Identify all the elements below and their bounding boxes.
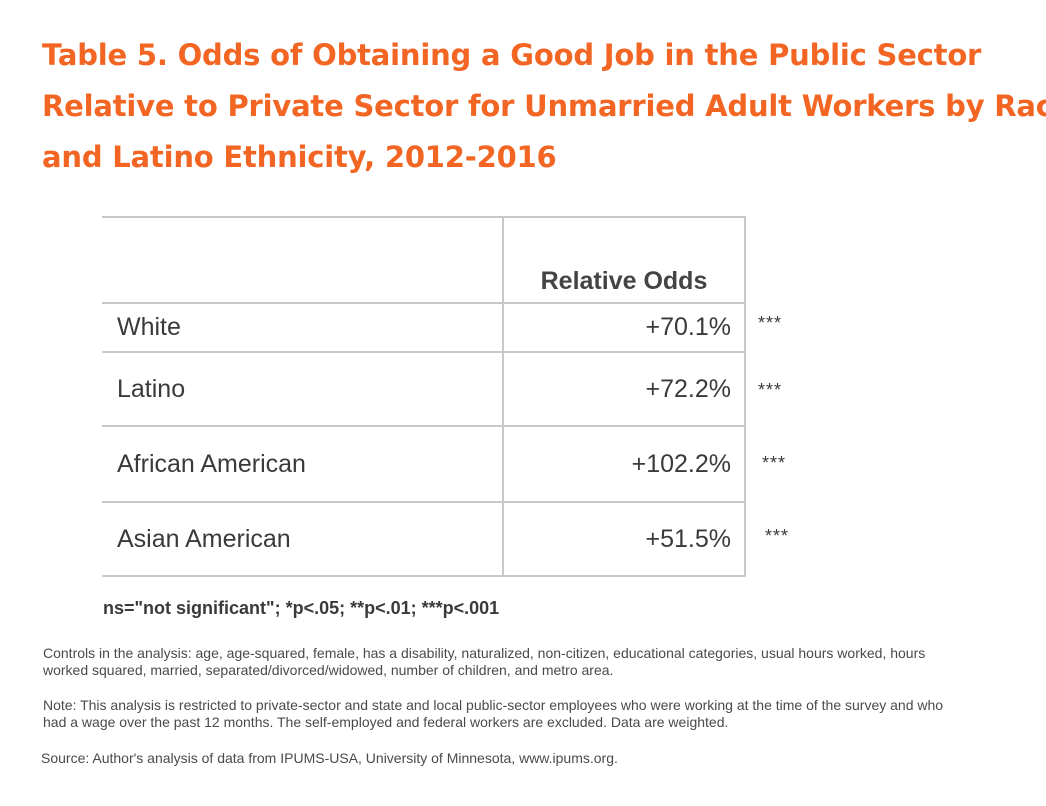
table-title-line-2: Relative to Private Sector for Unmarried… (42, 89, 1046, 123)
row-value: +70.1% (502, 302, 746, 353)
restriction-note: Note: This analysis is restricted to pri… (43, 697, 944, 730)
table-row: African American +102.2% (103, 425, 746, 503)
table-title-line-1: Table 5. Odds of Obtaining a Good Job in… (42, 38, 982, 72)
row-value: +72.2% (502, 351, 746, 427)
row-value: +51.5% (502, 501, 746, 577)
row-label: Latino (103, 351, 504, 427)
table-row: Asian American +51.5% (103, 501, 746, 577)
significance-marker: *** (762, 453, 787, 473)
header-relative-odds: Relative Odds (502, 216, 746, 304)
significance-marker: *** (758, 380, 783, 400)
significance-marker: *** (765, 526, 790, 546)
table-title-line-3: and Latino Ethnicity, 2012-2016 (42, 140, 557, 174)
row-value: +102.2% (502, 425, 746, 503)
significance-legend: ns="not significant"; *p<.05; **p<.01; *… (103, 598, 500, 618)
table-title: Table 5. Odds of Obtaining a Good Job in… (42, 30, 1046, 183)
row-label: African American (103, 425, 504, 503)
row-label: Asian American (103, 501, 504, 577)
table-header-row: Relative Odds (103, 216, 746, 304)
source-note: Source: Author's analysis of data from I… (41, 750, 618, 766)
row-label: White (103, 302, 504, 353)
header-blank-cell (103, 216, 504, 304)
table-row: Latino +72.2% (103, 351, 746, 427)
table-row: White +70.1% (103, 302, 746, 353)
controls-note: Controls in the analysis: age, age-squar… (43, 645, 926, 678)
odds-table-container: Relative Odds White +70.1% Latino +72.2%… (102, 216, 746, 577)
significance-marker: *** (758, 313, 783, 333)
odds-table: Relative Odds White +70.1% Latino +72.2%… (102, 216, 746, 577)
